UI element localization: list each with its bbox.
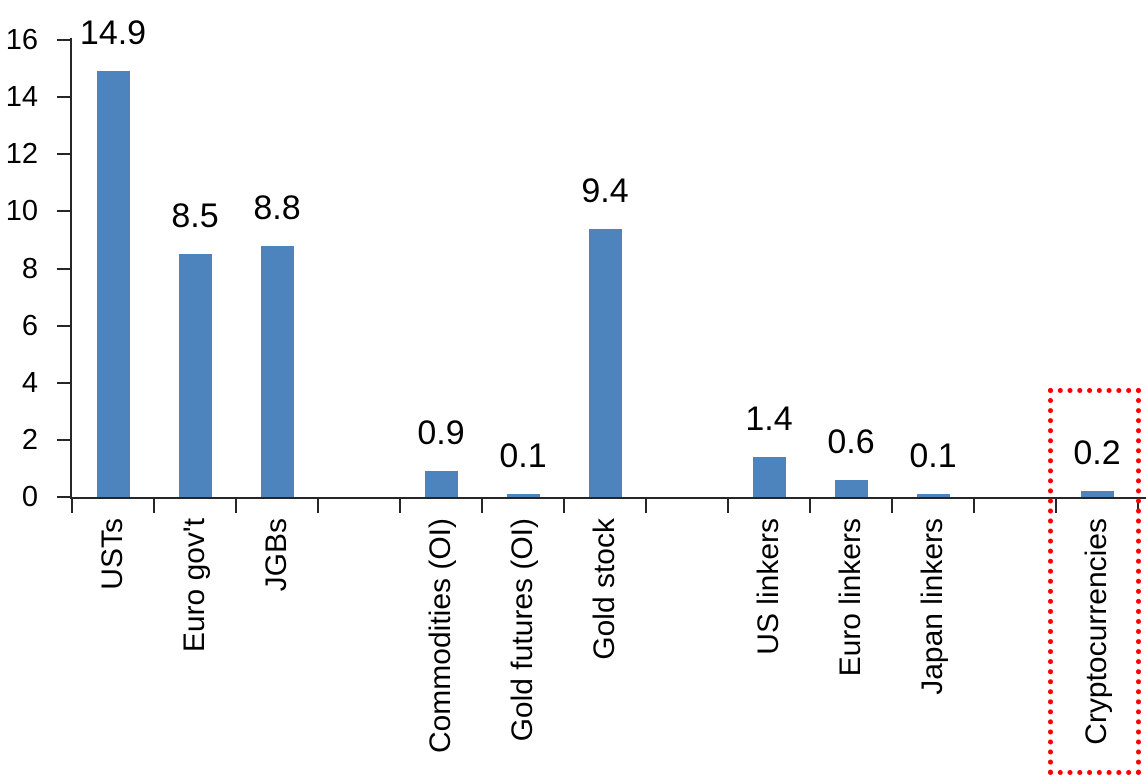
y-tick bbox=[57, 39, 72, 41]
x-tick bbox=[399, 497, 401, 513]
value-label-gold-futures-oi: 0.1 bbox=[499, 437, 547, 476]
y-tick-label: 4 bbox=[21, 366, 38, 399]
x-tick bbox=[563, 497, 565, 513]
value-label-euro-linkers: 0.6 bbox=[827, 422, 875, 461]
value-label-cryptocurrencies: 0.2 bbox=[1073, 434, 1121, 473]
y-tick-label: 14 bbox=[5, 81, 38, 114]
category-label-us-linkers: US linkers bbox=[752, 518, 785, 655]
y-tick-label: 0 bbox=[21, 481, 38, 513]
bar-euro-linkers bbox=[834, 479, 868, 497]
y-tick-label: 12 bbox=[5, 138, 38, 171]
x-tick bbox=[809, 497, 811, 513]
x-tick bbox=[235, 497, 237, 513]
value-label-gold-stock: 9.4 bbox=[581, 171, 629, 210]
bar-commodities-oi bbox=[424, 471, 458, 497]
bar-euro-gov-t bbox=[178, 254, 212, 497]
y-tick bbox=[57, 96, 72, 99]
value-label-usts: 14.9 bbox=[79, 14, 147, 53]
y-tick-label: 6 bbox=[21, 309, 38, 342]
category-label-gold-futures-oi: Gold futures (OI) bbox=[506, 518, 539, 742]
y-tick bbox=[57, 210, 72, 213]
x-tick bbox=[317, 497, 319, 513]
y-tick bbox=[57, 267, 72, 270]
x-tick bbox=[153, 497, 155, 513]
category-label-commodities-oi: Commodities (OI) bbox=[424, 518, 457, 754]
y-tick bbox=[57, 324, 72, 327]
bar-us-linkers bbox=[752, 457, 786, 497]
value-label-us-linkers: 1.4 bbox=[745, 400, 793, 438]
category-label-euro-linkers: Euro linkers bbox=[834, 518, 867, 677]
highlight-box bbox=[1048, 388, 1141, 775]
y-tick-label: 2 bbox=[21, 423, 38, 456]
y-tick-label: 10 bbox=[5, 195, 38, 228]
y-tick-label: 8 bbox=[21, 252, 38, 285]
value-label-jgbs: 8.8 bbox=[253, 188, 301, 227]
value-label-euro-gov-t: 8.5 bbox=[171, 197, 219, 236]
category-label-gold-stock: Gold stock bbox=[588, 518, 621, 660]
x-tick bbox=[481, 497, 483, 513]
bar-gold-stock bbox=[588, 228, 622, 497]
category-label-japan-linkers: Japan linkers bbox=[916, 518, 949, 695]
x-tick bbox=[71, 497, 73, 513]
bar-jgbs bbox=[260, 245, 294, 497]
value-label-japan-linkers: 0.1 bbox=[909, 437, 957, 476]
y-tick bbox=[57, 381, 72, 384]
category-label-euro-gov-t: Euro gov't bbox=[178, 518, 211, 653]
x-tick bbox=[727, 497, 729, 513]
x-tick bbox=[645, 497, 647, 513]
category-label-jgbs: JGBs bbox=[260, 518, 293, 592]
bar-cryptocurrencies bbox=[1080, 491, 1114, 497]
x-tick bbox=[1055, 497, 1057, 513]
x-tick bbox=[973, 497, 975, 513]
x-axis-line bbox=[70, 497, 1146, 499]
bar-japan-linkers bbox=[916, 494, 950, 497]
category-label-usts: USTs bbox=[96, 518, 129, 590]
value-label-commodities-oi: 0.9 bbox=[417, 414, 465, 453]
y-tick bbox=[57, 438, 72, 441]
bar-usts bbox=[96, 71, 130, 497]
y-tick-label: 16 bbox=[5, 24, 38, 56]
y-tick bbox=[57, 153, 72, 156]
y-tick bbox=[57, 496, 72, 498]
x-tick bbox=[891, 497, 893, 513]
bar-gold-futures-oi bbox=[506, 494, 540, 497]
